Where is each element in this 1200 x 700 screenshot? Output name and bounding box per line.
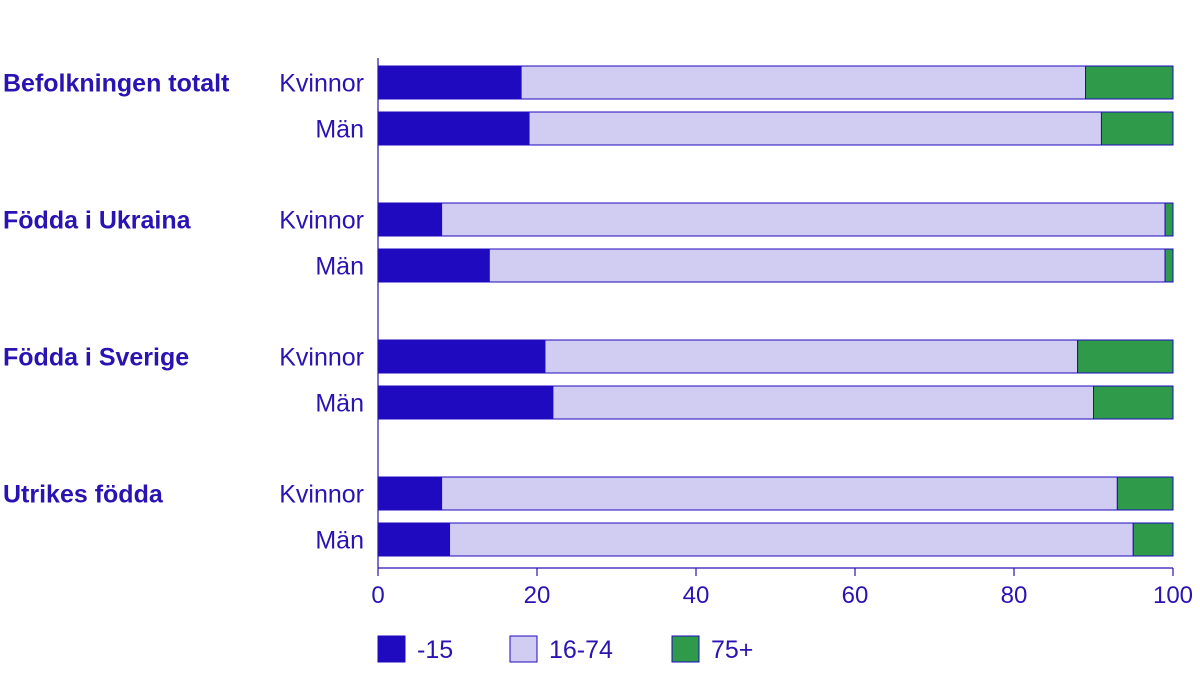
group-label: Födda i Ukraina [3, 207, 192, 235]
x-axis: 0 20 40 60 80 100 [371, 58, 1193, 609]
row-label: Kvinnor [279, 70, 364, 98]
bar-segment [1132, 522, 1174, 557]
bar-segment [544, 339, 1079, 374]
bar-segment [377, 202, 443, 237]
bar-segment [441, 476, 1118, 511]
row-label: Kvinnor [279, 344, 364, 372]
bar-segment [1164, 202, 1174, 237]
bar-segment [377, 65, 522, 100]
x-tick-label: 100 [1153, 582, 1193, 609]
bar-segment [377, 248, 490, 283]
legend-swatch [377, 635, 406, 663]
x-tick-label: 0 [371, 582, 384, 609]
x-tick-label: 20 [524, 582, 551, 609]
bar-segment [377, 476, 443, 511]
group-label: Befolkningen totalt [3, 70, 230, 98]
legend-swatch [509, 635, 538, 663]
bar-segment [1116, 476, 1174, 511]
row-label: Män [315, 390, 364, 418]
bar-segment [449, 522, 1134, 557]
row-label: Män [315, 253, 364, 281]
bar-segment [1164, 248, 1174, 283]
row-label: Kvinnor [279, 481, 364, 509]
legend-swatch [671, 635, 700, 663]
x-tick-label: 40 [683, 582, 710, 609]
bar-segment [377, 339, 546, 374]
bar-segment [377, 111, 530, 146]
row-label: Män [315, 527, 364, 555]
bar-segment [1100, 111, 1174, 146]
legend-label: 75+ [711, 636, 753, 664]
bar-segment [552, 385, 1094, 420]
bar-segment [377, 385, 554, 420]
bar-segment [488, 248, 1166, 283]
x-tick-label: 60 [842, 582, 869, 609]
group-label: Födda i Sverige [3, 344, 189, 372]
bars-layer [377, 65, 1174, 557]
x-tick-label: 80 [1001, 582, 1028, 609]
labels-layer: Befolkningen totalt Kvinnor Män Födda i Ukr… [3, 70, 364, 555]
bar-segment [377, 522, 451, 557]
bar-segment [441, 202, 1166, 237]
group-label: Utrikes födda [3, 481, 164, 509]
bar-segment [1077, 339, 1174, 374]
legend-label: -15 [417, 636, 453, 664]
bar-segment [528, 111, 1102, 146]
legend: -15 16-74 75+ [377, 635, 753, 664]
row-label: Kvinnor [279, 207, 364, 235]
row-label: Män [315, 116, 364, 144]
legend-label: 16-74 [549, 636, 613, 664]
bar-segment [520, 65, 1087, 100]
bar-segment [1093, 385, 1174, 420]
bar-segment [1085, 65, 1174, 100]
